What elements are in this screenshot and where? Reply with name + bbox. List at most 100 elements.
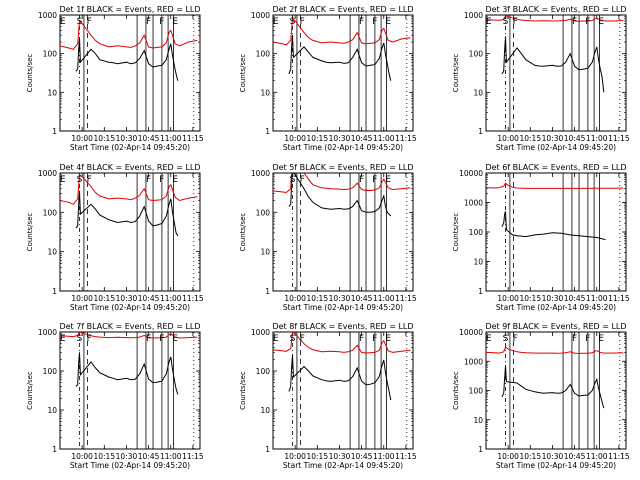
series-line-lld — [273, 17, 411, 46]
series-group — [486, 15, 624, 93]
x-tick-label: 11:00 — [373, 452, 395, 461]
x-tick-label: 10:15 — [306, 452, 328, 461]
region-label: F — [572, 17, 577, 27]
region-label: S — [290, 175, 296, 185]
x-axis-label: Start Time (02-Apr-14 09:45:20) — [496, 303, 616, 312]
y-tick-label: 10 — [47, 406, 57, 415]
region-label: F — [159, 334, 164, 344]
x-axis-label: Start Time (02-Apr-14 09:45:20) — [70, 461, 190, 470]
x-tick-label: 10:15 — [93, 452, 115, 461]
x-tick-label: 10:30 — [542, 452, 564, 461]
series-line-events — [288, 173, 392, 217]
y-tick-label: 10 — [473, 258, 483, 267]
region-label: E — [172, 17, 178, 27]
x-tick-label: 10:30 — [329, 294, 351, 303]
region-lines — [79, 332, 195, 449]
x-tick-label: 11:15 — [182, 294, 204, 303]
series-line-events — [75, 190, 179, 237]
y-tick-label: 10 — [47, 88, 57, 97]
series-line-events — [288, 35, 392, 81]
x-tick-label: 10:45 — [564, 294, 586, 303]
x-tick-label: 10:45 — [564, 452, 586, 461]
x-axis-label: Start Time (02-Apr-14 09:45:20) — [70, 143, 190, 152]
region-label: F — [87, 17, 92, 27]
region-label: S — [290, 334, 296, 344]
x-tick-label: 11:15 — [395, 134, 417, 143]
chart-title: Det 1f BLACK = Events, RED = LLD — [59, 5, 200, 14]
x-tick-label: 10:15 — [519, 134, 541, 143]
y-tick-label: 1000 — [38, 11, 57, 20]
x-tick-label: 10:00 — [497, 452, 519, 461]
series-group — [60, 19, 198, 81]
y-tick-label: 100 — [43, 367, 58, 376]
region-lines — [292, 332, 408, 449]
chart-panel-7: Det 7f BLACK = Events, RED = LLD 1 10 100 10… — [26, 322, 204, 470]
y-tick-label: 1000 — [251, 169, 270, 178]
region-label: F — [585, 334, 590, 344]
x-axis-label: Start Time (02-Apr-14 09:45:20) — [496, 461, 616, 470]
x-axis-label: Start Time (02-Apr-14 09:45:20) — [70, 303, 190, 312]
y-tick-label: 100 — [256, 50, 271, 59]
chart-title: Det 5f BLACK = Events, RED = LLD — [272, 163, 413, 172]
y-axis-label: Counts/sec — [239, 54, 247, 93]
series-line-lld — [60, 19, 198, 50]
x-tick-label: 11:00 — [160, 134, 182, 143]
x-tick-label: 11:15 — [182, 134, 204, 143]
chart-panel-2: Det 2f BLACK = Events, RED = LLD 1 10 100 10… — [239, 5, 417, 152]
plot-frame — [59, 331, 201, 450]
series-group — [486, 346, 624, 409]
y-tick-label: 1 — [265, 287, 270, 296]
region-label: F — [159, 175, 164, 185]
region-label: E — [172, 175, 178, 185]
series-line-lld — [273, 332, 411, 354]
x-tick-label: 10:15 — [93, 294, 115, 303]
y-axis-label: Counts/sec — [26, 213, 34, 252]
plot-frame — [272, 14, 414, 132]
y-tick-label: 100 — [469, 228, 484, 237]
x-tick-label: 10:45 — [351, 134, 373, 143]
region-label: F — [146, 17, 151, 27]
region-label: S — [77, 17, 83, 27]
y-axis-label: Counts/sec — [452, 371, 460, 410]
y-tick-label: 100 — [43, 208, 58, 217]
y-tick-label: 10 — [47, 248, 57, 257]
x-tick-label: 10:30 — [329, 452, 351, 461]
region-label: F — [513, 334, 518, 344]
chart-panel-9: Det 9f BLACK = Events, RED = LLD 1 10 100 10… — [452, 322, 630, 470]
x-tick-label: 10:00 — [497, 294, 519, 303]
y-tick-label: 1 — [265, 445, 270, 454]
chart-panel-1: Det 1f BLACK = Events, RED = LLD 1 10 100 10… — [26, 5, 204, 152]
x-tick-label: 11:15 — [608, 452, 630, 461]
region-label: S — [503, 17, 509, 27]
chart-panel-3: Det 3f BLACK = Events, RED = LLD 1 10 100 10… — [452, 5, 630, 152]
x-axis-label: Start Time (02-Apr-14 09:45:20) — [283, 303, 403, 312]
series-group — [273, 17, 411, 81]
y-tick-label: 10 — [473, 88, 483, 97]
y-axis-label: Counts/sec — [452, 213, 460, 252]
series-line-events — [288, 354, 392, 401]
x-axis-label: Start Time (02-Apr-14 09:45:20) — [283, 461, 403, 470]
region-label: F — [359, 17, 364, 27]
y-tick-label: 1000 — [38, 328, 57, 337]
y-tick-label: 1 — [265, 127, 270, 136]
y-tick-label: 1000 — [251, 11, 270, 20]
chart-title: Det 6f BLACK = Events, RED = LLD — [485, 163, 626, 172]
x-tick-label: 10:00 — [71, 294, 93, 303]
chart-title: Det 3f BLACK = Events, RED = LLD — [485, 5, 626, 14]
x-tick-label: 10:30 — [542, 134, 564, 143]
y-tick-label: 1000 — [464, 11, 483, 20]
x-tick-label: 11:00 — [373, 134, 395, 143]
chart-title: Det 9f BLACK = Events, RED = LLD — [485, 322, 626, 331]
series-line-events — [501, 365, 605, 409]
y-axis-label: Counts/sec — [26, 54, 34, 93]
x-tick-label: 10:15 — [93, 134, 115, 143]
x-tick-label: 11:15 — [395, 294, 417, 303]
region-label: F — [372, 175, 377, 185]
region-label: E — [385, 175, 391, 185]
x-tick-label: 10:45 — [138, 134, 160, 143]
y-tick-label: 10000 — [459, 169, 483, 178]
x-tick-label: 11:15 — [608, 134, 630, 143]
region-lines — [79, 173, 195, 291]
x-tick-label: 11:00 — [160, 294, 182, 303]
plot-frame — [485, 14, 627, 132]
